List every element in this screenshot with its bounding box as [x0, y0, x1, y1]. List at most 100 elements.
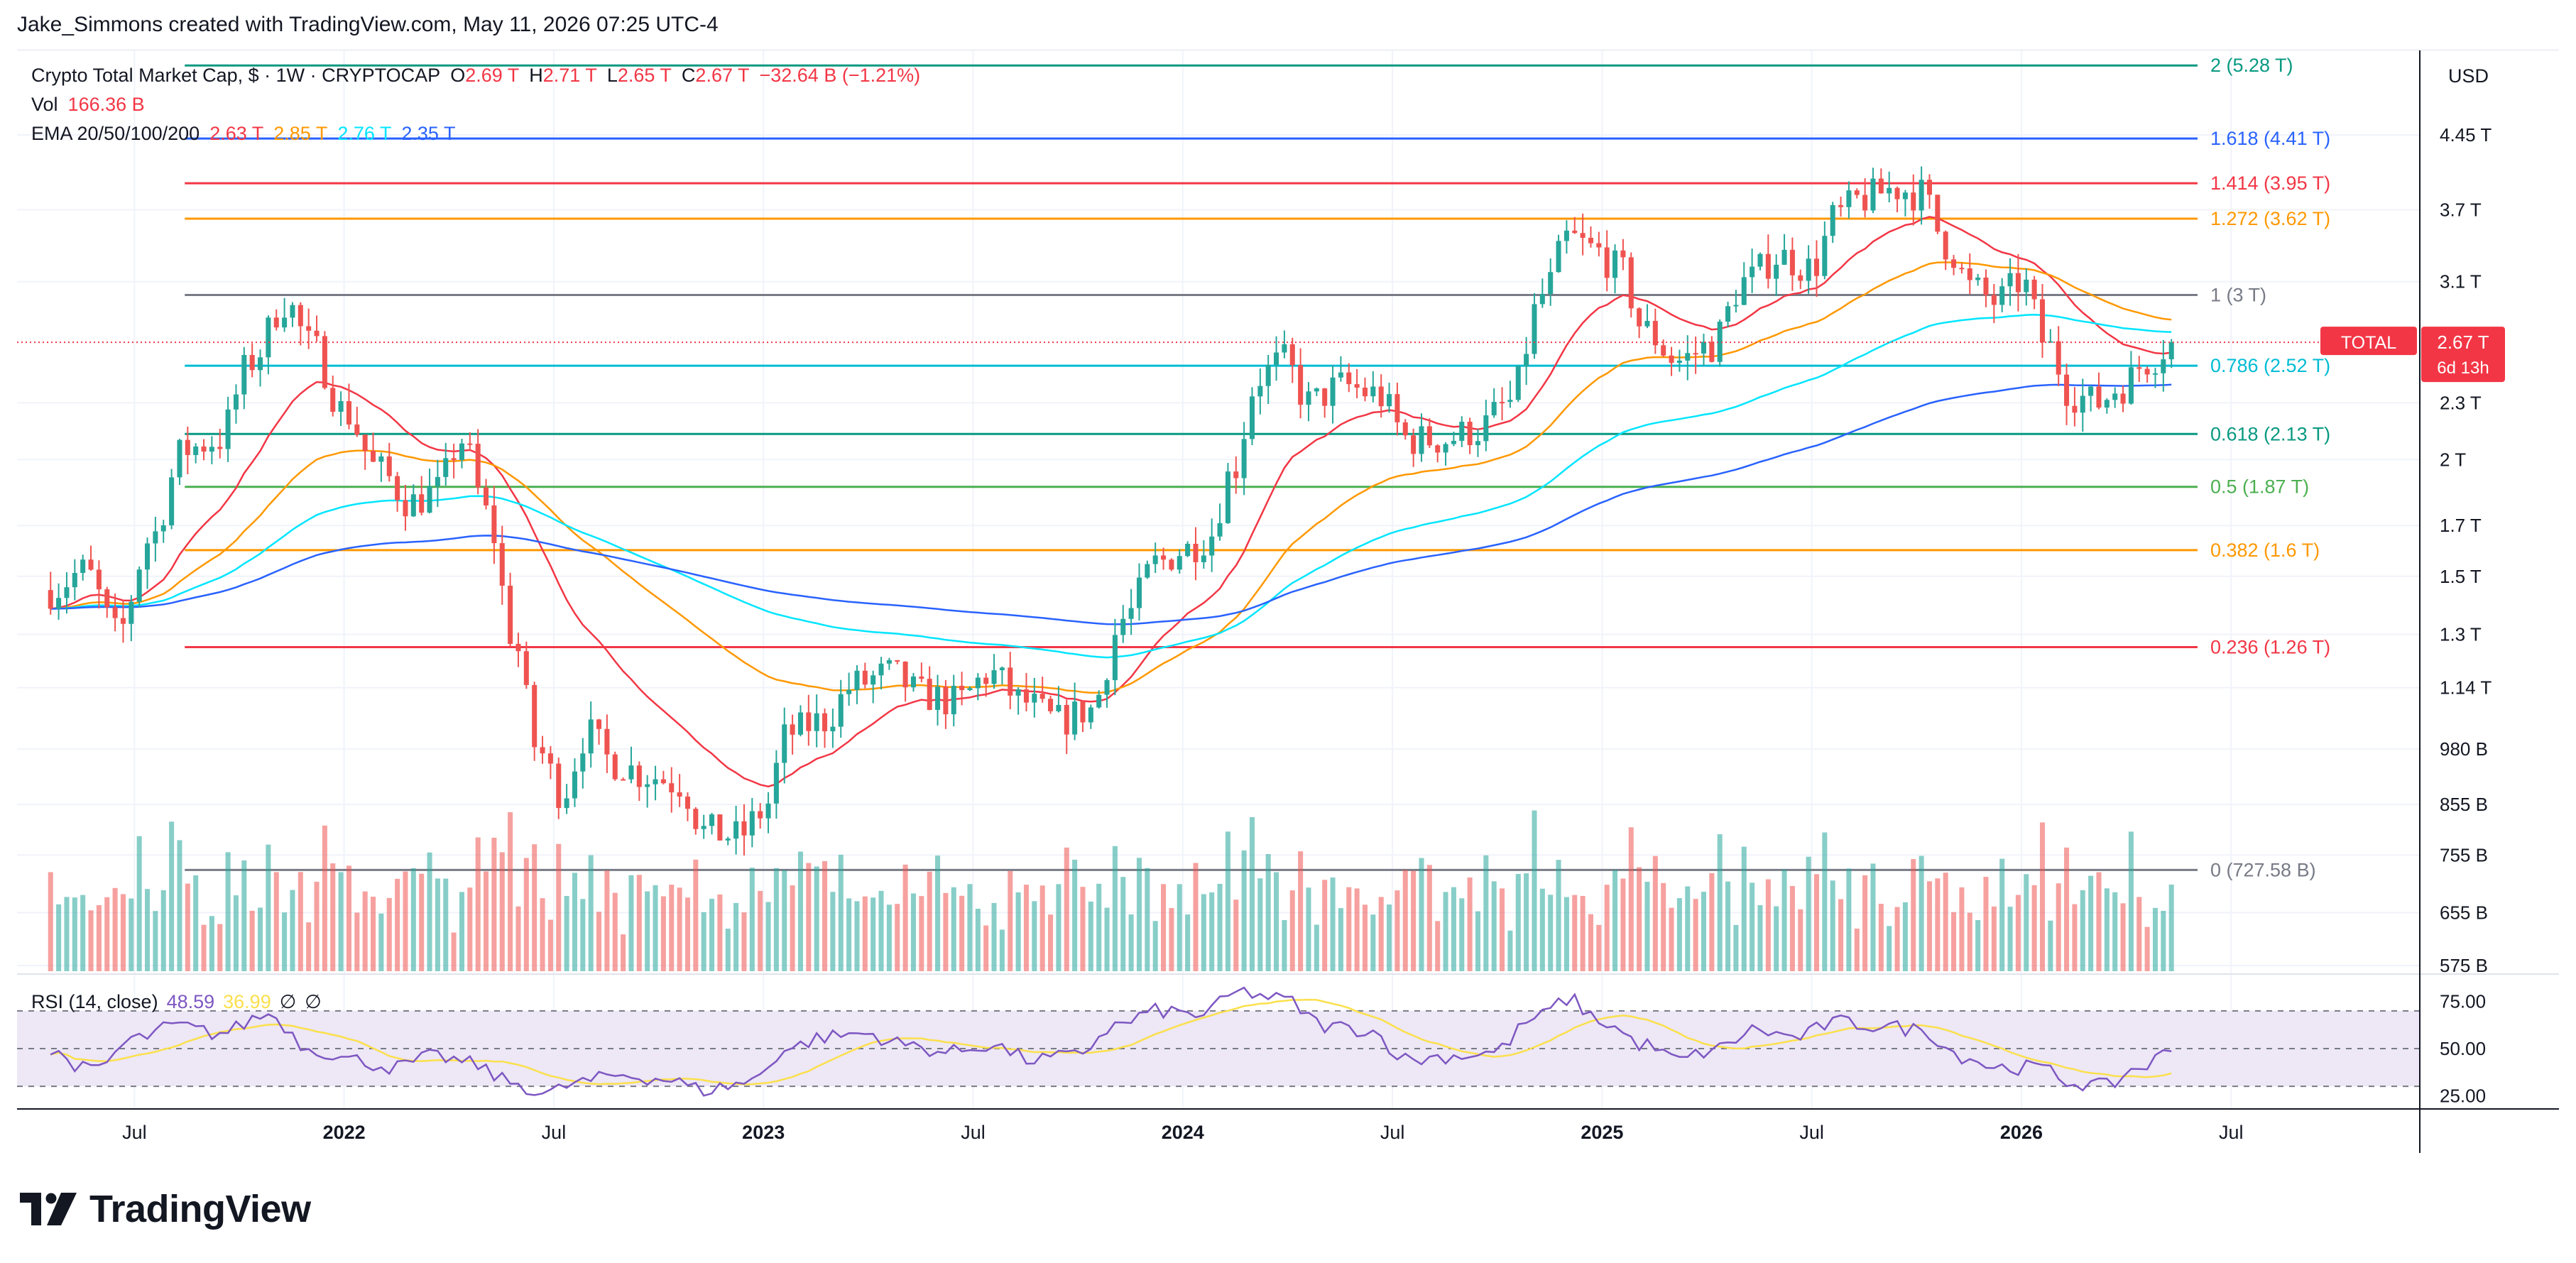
volume-bar [1426, 865, 1432, 971]
volume-bar [951, 887, 956, 971]
tradingview-brand[interactable]: TradingView [20, 1187, 311, 1231]
fib-label-0.5: 0.5 (1.87 T) [2210, 476, 2309, 498]
volume-bar [959, 895, 965, 971]
candle-body [886, 660, 892, 664]
candle-body [1507, 400, 1513, 403]
rsi-tick-label: 25.00 [2440, 1085, 2486, 1106]
rsi-empty-symbol-1: ∅ [279, 991, 297, 1012]
volume-bar [717, 894, 723, 971]
volume-bar [120, 894, 126, 971]
volume-bar [209, 916, 214, 971]
volume-bar [999, 929, 1005, 971]
volume-bar [596, 912, 602, 971]
volume-bar [709, 898, 715, 971]
rsi-label[interactable]: RSI (14, close) [31, 991, 158, 1012]
candle-body [1580, 233, 1586, 238]
candle-body [1225, 471, 1230, 523]
volume-bar [878, 890, 884, 971]
ema20-value: 2.63 T [209, 123, 264, 144]
volume-bar [515, 906, 521, 971]
candle-body [2088, 386, 2094, 396]
ema-label[interactable]: EMA 20/50/100/200 [31, 123, 200, 144]
volume-bar [2064, 847, 2070, 971]
volume-label[interactable]: Vol [31, 94, 58, 115]
volume-bar [2056, 883, 2061, 971]
volume-bar [1887, 926, 1892, 971]
volume-bar [1661, 882, 1666, 971]
rsi-tick-label: 50.00 [2440, 1038, 2486, 1059]
volume-bar [1774, 906, 1779, 971]
candle-body [758, 811, 763, 819]
candle-body [523, 651, 529, 685]
volume-bar [1257, 878, 1263, 971]
candle-body [1056, 704, 1061, 711]
volume-bar [2136, 897, 2142, 971]
volume-bar [1813, 874, 1819, 971]
candle-body [298, 305, 303, 327]
candle-body [2039, 299, 2046, 343]
candle-body [1201, 555, 1206, 562]
candle-body [902, 661, 908, 688]
candle-body [1999, 286, 2005, 305]
candle-body [1306, 391, 1311, 405]
candle-body [451, 458, 457, 461]
volume-bar [628, 875, 634, 971]
candle-body [1926, 180, 1933, 195]
candle-body [2056, 341, 2061, 375]
high-label: H [529, 65, 543, 86]
candle-body [1467, 422, 1473, 446]
candle-body [693, 809, 699, 829]
volume-bar [1451, 887, 1456, 971]
price-tag-bg [2421, 327, 2505, 383]
candle-body [564, 798, 569, 809]
candle-body [1870, 178, 1876, 211]
candle-body [854, 670, 860, 690]
candle-body [1088, 707, 1093, 723]
volume-bar [1999, 858, 2005, 971]
candle-body [1378, 386, 1384, 407]
volume-bar [1789, 885, 1795, 971]
volume-bar [572, 873, 577, 971]
candle-body [1169, 559, 1174, 570]
candle-body [1717, 322, 1723, 362]
candle-body [1185, 543, 1191, 557]
candle-body [1193, 543, 1199, 562]
open-label: O [450, 65, 466, 86]
fib-label-0.382: 0.382 (1.6 T) [2210, 540, 2320, 561]
volume-bar [491, 837, 497, 971]
candle-body [1064, 704, 1069, 735]
candle-body [96, 569, 102, 590]
volume-bar [1378, 897, 1384, 971]
volume-bar [499, 852, 505, 971]
candle-body [362, 434, 368, 452]
volume-bar [1870, 863, 1876, 971]
volume-bar [1411, 870, 1417, 971]
volume-bar [2024, 874, 2029, 971]
volume-bar [330, 863, 336, 971]
volume-bar [1217, 883, 1223, 971]
candle-body [2144, 368, 2150, 375]
volume-bar [2080, 890, 2085, 971]
volume-bar [1911, 859, 1916, 971]
volume-bar [1572, 895, 1578, 971]
candle-body [2024, 279, 2029, 292]
volume-bar [1975, 920, 1981, 971]
symbol-title[interactable]: Crypto Total Market Cap, $ · 1W · CRYPTO… [31, 65, 441, 86]
volume-bar [653, 885, 658, 971]
candle-body [919, 676, 924, 679]
volume-bars [48, 810, 2174, 971]
volume-bar [177, 840, 182, 971]
candle-body [1249, 396, 1255, 439]
volume-bar [636, 875, 642, 971]
volume-bar [1669, 907, 1674, 971]
candle-body [1080, 701, 1086, 723]
candle-body [1854, 190, 1860, 195]
candle-body [645, 784, 650, 787]
volume-bar [830, 892, 836, 971]
volume-bar [467, 887, 473, 971]
volume-bar [790, 885, 795, 971]
candle-body [386, 456, 392, 476]
candle-body [48, 590, 53, 609]
chart-canvas[interactable]: 2 (5.28 T) 1.618 (4.41 T) 1.414 (3.95 T) 1.… [17, 50, 2559, 1161]
candle-body [1894, 187, 1900, 199]
